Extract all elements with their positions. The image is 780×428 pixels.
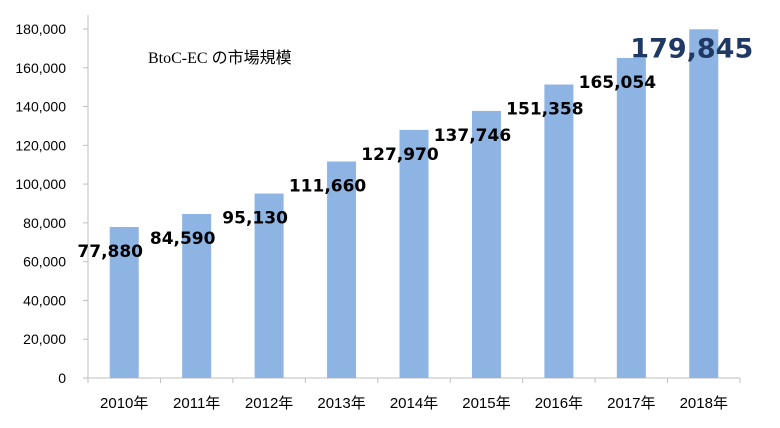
- y-tick-label: 80,000: [23, 215, 66, 231]
- y-axis-ticks: 0 20,000 40,000 60,000 80,000 100,000 120,000 1…: [15, 21, 88, 386]
- y-tick-label: 60,000: [23, 254, 66, 270]
- x-tick-label: 2011年: [173, 395, 220, 412]
- data-label: 95,130: [222, 209, 288, 229]
- y-tick-label: 100,000: [15, 176, 66, 192]
- y-tick-label: 20,000: [23, 331, 66, 347]
- bar: [327, 161, 357, 378]
- bar: [471, 110, 501, 378]
- y-tick-label: 160,000: [15, 60, 66, 76]
- data-label: 165,054: [579, 73, 657, 93]
- x-tick-label: 2015年: [462, 395, 510, 412]
- y-tick-label: 180,000: [15, 21, 66, 37]
- bar: [689, 29, 719, 378]
- bar: [616, 57, 646, 378]
- x-axis-labels: 2010年 2011年 2012年 2013年 2014年 2015年 2016年 2017年…: [100, 395, 728, 412]
- data-label: 127,970: [361, 145, 439, 165]
- y-tick-label: 40,000: [23, 292, 66, 308]
- data-label: 137,746: [434, 126, 511, 146]
- bar: [399, 129, 429, 378]
- bar: [254, 193, 284, 378]
- data-label: 179,845: [630, 33, 753, 64]
- y-tick-label: 120,000: [15, 137, 66, 153]
- chart-bars: [109, 29, 719, 378]
- x-tick-label: 2014年: [390, 395, 438, 412]
- bar: [544, 84, 574, 378]
- x-tick-label: 2010年: [100, 395, 148, 412]
- chart-title: BtoC-EC の市場規模: [148, 49, 292, 67]
- y-tick-label: 0: [58, 370, 66, 386]
- data-label: 84,590: [150, 229, 216, 249]
- x-tick-label: 2012年: [245, 395, 293, 412]
- x-tick-label: 2013年: [317, 395, 365, 412]
- bar: [182, 213, 212, 378]
- x-tick-label: 2016年: [535, 395, 583, 412]
- y-tick-label: 140,000: [15, 99, 66, 115]
- x-tick-label: 2018年: [680, 395, 728, 412]
- data-label: 77,880: [77, 242, 143, 262]
- x-tick-label: 2017年: [607, 395, 655, 412]
- bar: [109, 226, 139, 378]
- data-label: 111,660: [289, 177, 367, 197]
- data-label: 151,358: [506, 100, 583, 120]
